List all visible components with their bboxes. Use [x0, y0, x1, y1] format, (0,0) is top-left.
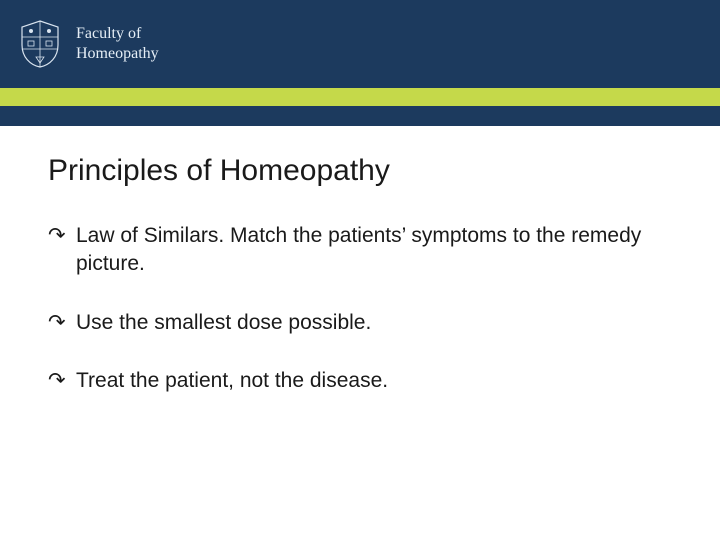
sub-dark-bar [0, 106, 720, 126]
bullet-text: Treat the patient, not the disease. [76, 369, 388, 392]
slide-title: Principles of Homeopathy [48, 154, 672, 188]
bullet-text: Use the smallest dose possible. [76, 311, 371, 334]
bullet-list: ↷ Law of Similars. Match the patients’ s… [48, 222, 672, 395]
list-item: ↷ Treat the patient, not the disease. [48, 367, 672, 395]
list-item: ↷ Law of Similars. Match the patients’ s… [48, 222, 672, 279]
logo-text-line2: Homeopathy [76, 44, 159, 64]
logo-text: Faculty of Homeopathy [76, 24, 159, 64]
bullet-glyph-icon: ↷ [48, 367, 66, 395]
logo-emblem [18, 19, 62, 69]
slide-content: Principles of Homeopathy ↷ Law of Simila… [0, 126, 720, 395]
logo-text-line1: Faculty of [76, 24, 159, 44]
header-bar: Faculty of Homeopathy [0, 0, 720, 88]
shield-icon [18, 19, 62, 69]
bullet-glyph-icon: ↷ [48, 309, 66, 337]
list-item: ↷ Use the smallest dose possible. [48, 309, 672, 337]
accent-bar [0, 88, 720, 106]
bullet-glyph-icon: ↷ [48, 222, 66, 250]
bullet-text: Law of Similars. Match the patients’ sym… [76, 224, 641, 275]
